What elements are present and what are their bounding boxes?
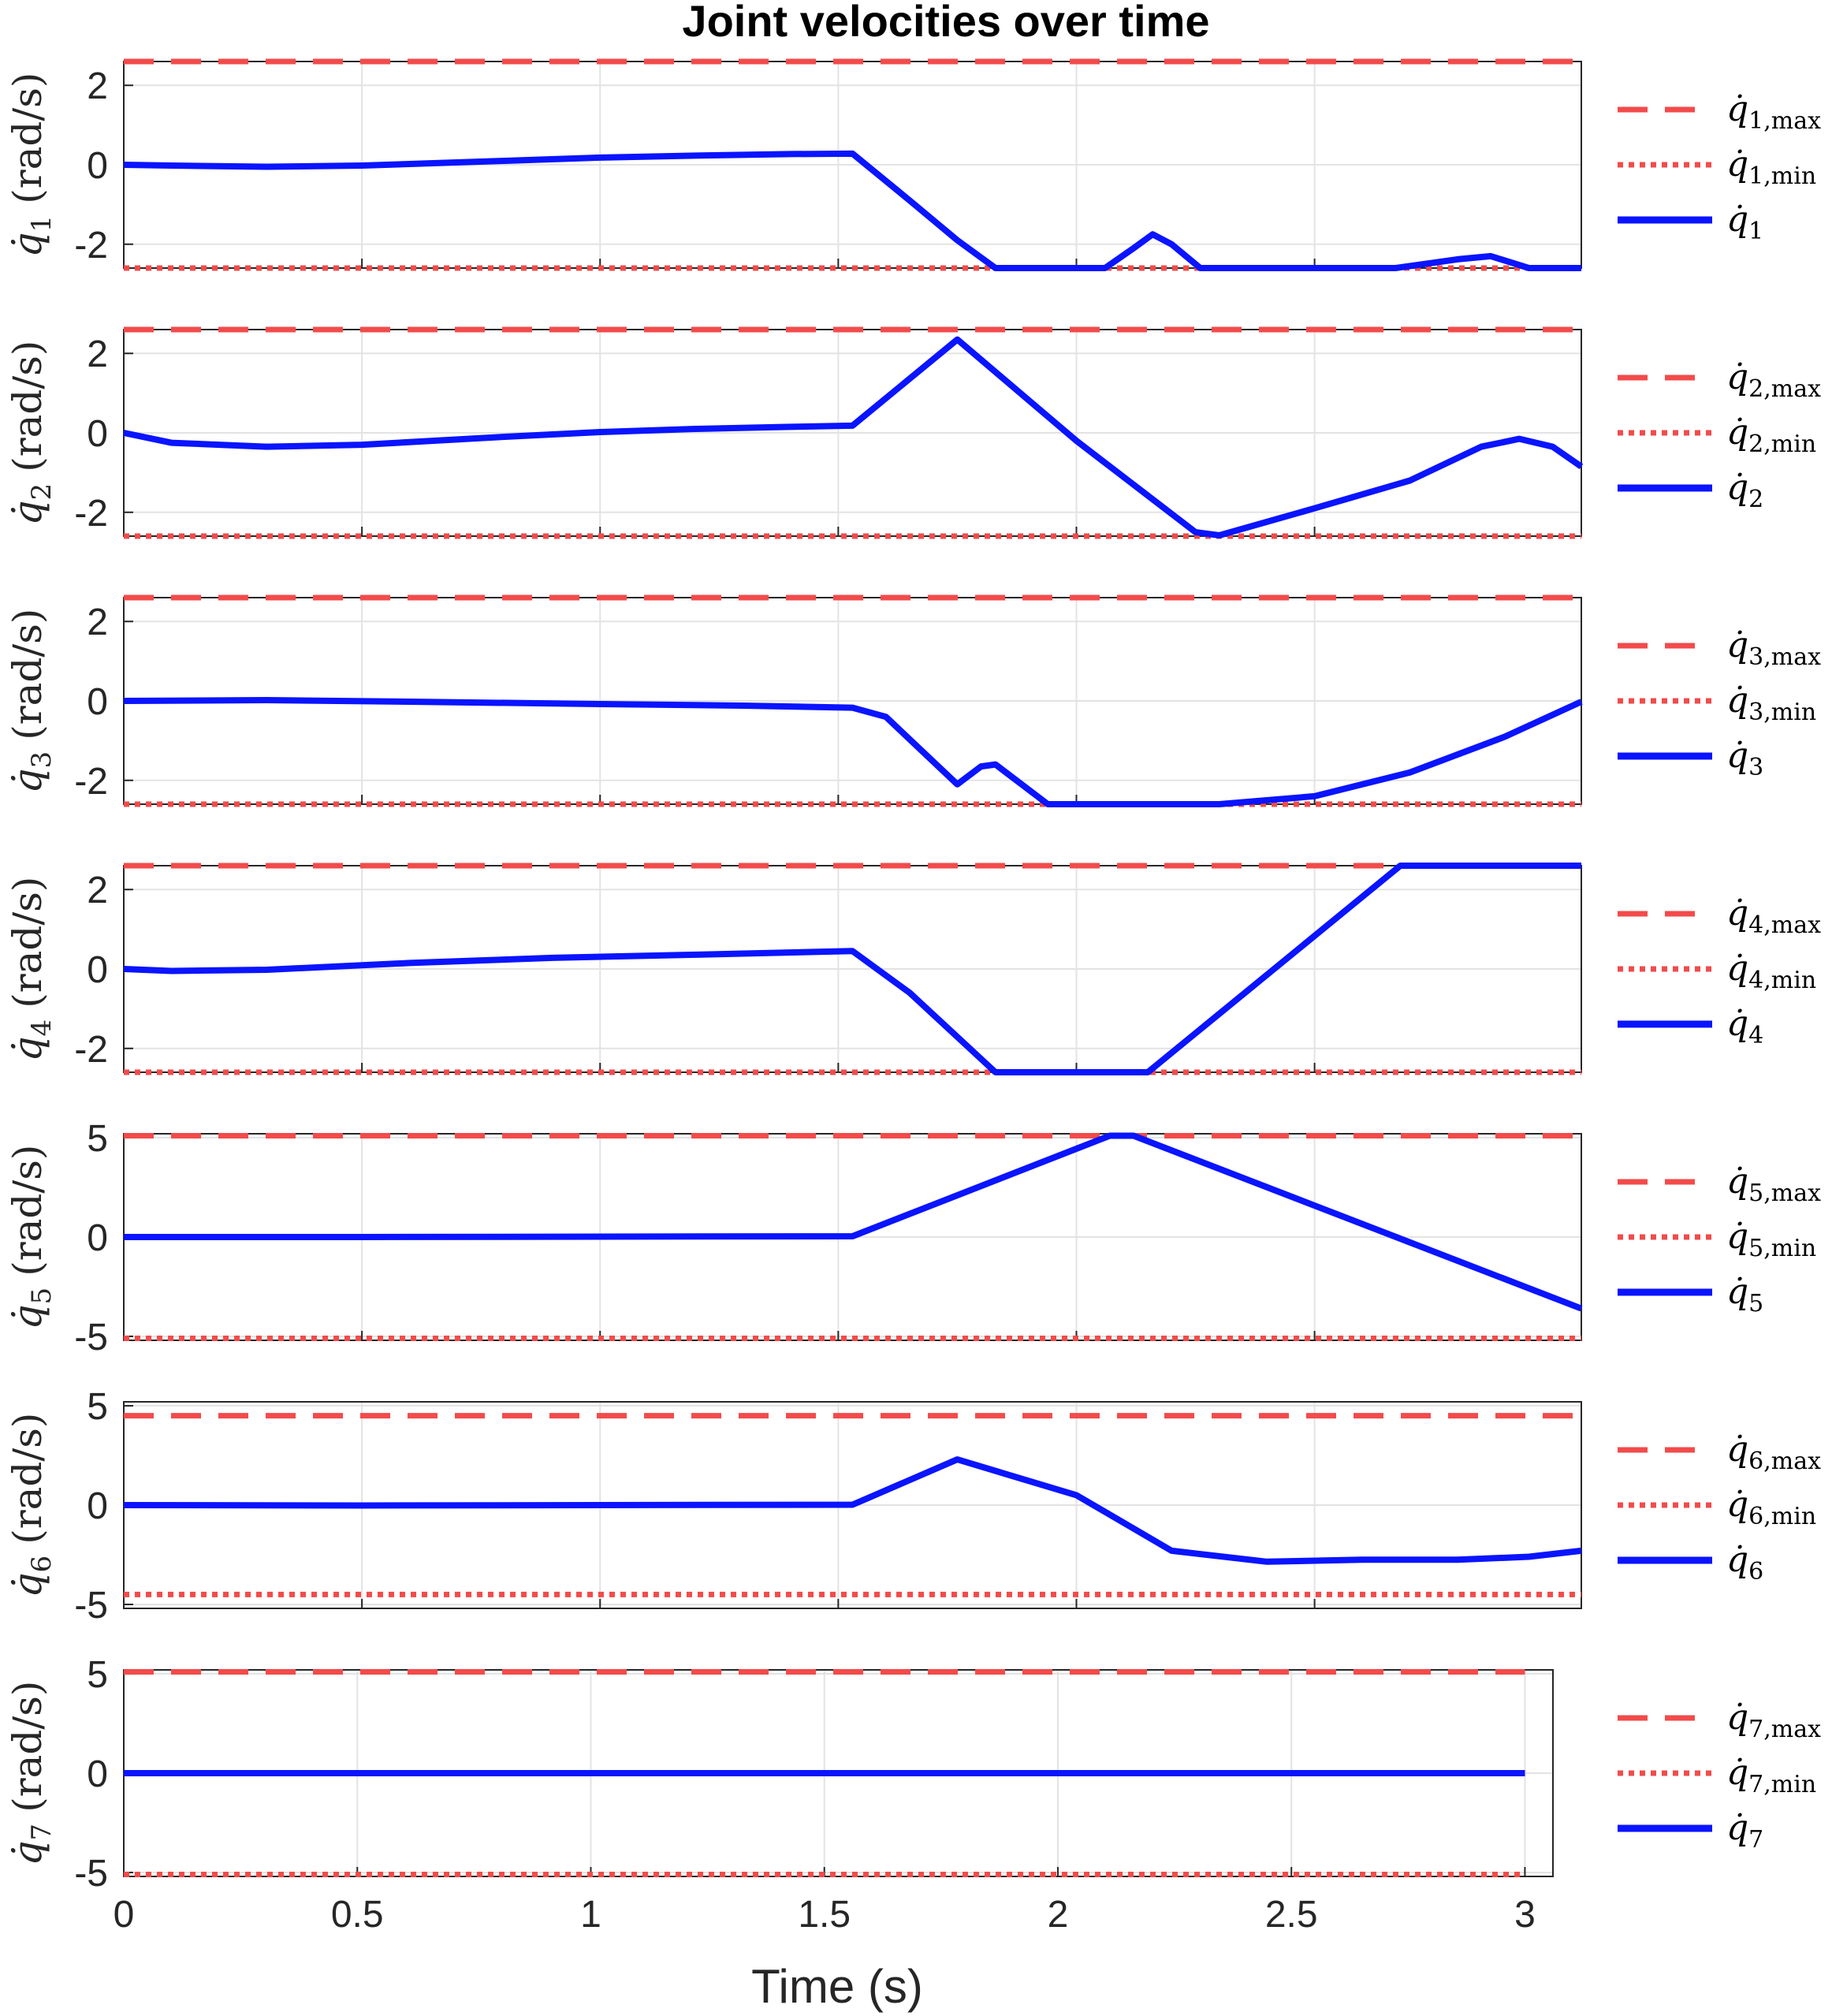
x-tick-label: 0.5 — [331, 1894, 384, 1936]
y-tick-label: 5 — [87, 1118, 108, 1160]
y-tick-label: 0 — [87, 413, 108, 455]
y-tick-label: -2 — [74, 225, 108, 266]
panel-1: 2 0 -2 q̇1(rad/s) q̇1,max q̇1,min q̇1 — [5, 58, 1821, 271]
x-tick-label: 2 — [1048, 1894, 1069, 1936]
legend: q̇4,max q̇4,min q̇4 — [1618, 893, 1821, 1049]
series-line-6 — [123, 1456, 1582, 1565]
legend-label: q̇1,min — [1726, 144, 1816, 190]
y-axis-label: q̇2(rad/s) — [5, 341, 58, 526]
legend-label: q̇4,max — [1726, 893, 1821, 939]
y-tick-label: 0 — [87, 1485, 108, 1527]
legend-label: q̇3 — [1726, 736, 1763, 781]
legend: q̇1,max q̇1,min q̇1 — [1618, 89, 1821, 245]
y-tick-label: 5 — [87, 1386, 108, 1428]
series-line-3 — [123, 697, 1583, 807]
y-tick-label: 5 — [87, 1654, 108, 1696]
y-axis-label: q̇3(rad/s) — [5, 609, 58, 794]
legend: q̇7,max q̇7,min q̇7 — [1618, 1697, 1821, 1854]
y-axis-label: q̇7(rad/s) — [5, 1681, 58, 1866]
y-tick-label: -2 — [74, 493, 108, 535]
panel-3: 2 0 -2 q̇3(rad/s) q̇3,max q̇3,min q̇3 — [5, 594, 1821, 807]
y-axis-label: q̇4(rad/s) — [5, 877, 58, 1062]
legend-label: q̇5,max — [1726, 1161, 1821, 1207]
y-tick-label: -2 — [74, 761, 108, 803]
y-axis-label: q̇1(rad/s) — [5, 73, 58, 258]
x-tick-label: 1.5 — [798, 1894, 851, 1936]
legend-label: q̇7,min — [1726, 1753, 1816, 1798]
legend-label: q̇2,min — [1726, 412, 1816, 458]
y-axis-label: q̇5(rad/s) — [5, 1145, 58, 1330]
y-tick-label: -5 — [74, 1585, 108, 1627]
legend: q̇5,max q̇5,min q̇5 — [1618, 1161, 1821, 1317]
x-tick-label: 2.5 — [1265, 1894, 1318, 1936]
y-tick-label: 0 — [87, 1217, 108, 1259]
x-tick-label: 1 — [580, 1894, 601, 1936]
y-tick-label: -5 — [74, 1853, 108, 1895]
series-line-2 — [123, 336, 1584, 538]
y-tick-label: 2 — [87, 602, 108, 643]
y-axis-label: q̇6(rad/s) — [5, 1413, 58, 1598]
panel-5: 5 0 -5 q̇5(rad/s) q̇5,max q̇5,min q̇5 — [5, 1118, 1821, 1358]
y-tick-label: 2 — [87, 334, 108, 375]
legend-label: q̇2 — [1726, 468, 1763, 513]
x-tick-labels: 0 0.5 1 1.5 2 2.5 3 — [114, 1894, 1536, 1936]
y-tick-label: 0 — [87, 1753, 108, 1795]
legend-label: q̇6,max — [1726, 1429, 1821, 1475]
panel-7: 5 0 -5 q̇7(rad/s) q̇7,max q̇7,min q̇7 — [5, 1654, 1821, 1895]
chart-title: Joint velocities over time — [682, 0, 1209, 46]
legend: q̇3,max q̇3,min q̇3 — [1618, 625, 1821, 781]
legend-label: q̇1 — [1726, 199, 1763, 245]
y-tick-label: 2 — [87, 870, 108, 911]
legend-label: q̇7 — [1726, 1808, 1763, 1854]
legend-label: q̇5,min — [1726, 1217, 1816, 1262]
y-tick-label: 0 — [87, 681, 108, 723]
y-tick-label: -5 — [74, 1317, 108, 1358]
series-line-4 — [123, 863, 1581, 1075]
legend-label: q̇6,min — [1726, 1485, 1816, 1530]
legend-label: q̇1,max — [1726, 89, 1821, 135]
x-tick-label: 0 — [114, 1894, 135, 1936]
series-line-1 — [123, 150, 1581, 271]
x-axis-label: Time (s) — [751, 1960, 923, 2013]
legend-label: q̇4,min — [1726, 948, 1816, 994]
legend-label: q̇2,max — [1726, 357, 1821, 403]
y-tick-label: 2 — [87, 65, 108, 107]
series-line-5 — [124, 1132, 1583, 1312]
legend: q̇6,max q̇6,min q̇6 — [1618, 1429, 1821, 1586]
y-tick-label: -2 — [74, 1029, 108, 1071]
legend-label: q̇4 — [1726, 1004, 1763, 1049]
legend-label: q̇6 — [1726, 1540, 1763, 1586]
legend-label: q̇3,max — [1726, 625, 1821, 671]
legend-label: q̇7,max — [1726, 1697, 1821, 1743]
x-tick-label: 3 — [1514, 1894, 1536, 1936]
panel-4: 2 0 -2 q̇4(rad/s) q̇4,max q̇4,min q̇4 — [5, 863, 1821, 1075]
panel-6: 5 0 -5 q̇6(rad/s) q̇6,max q̇6,min q̇6 — [5, 1386, 1821, 1627]
legend-label: q̇3,min — [1726, 680, 1816, 726]
panel-2: 2 0 -2 q̇2(rad/s) q̇2,max q̇2,min q̇2 — [5, 326, 1821, 539]
legend: q̇2,max q̇2,min q̇2 — [1618, 357, 1821, 513]
y-tick-label: 0 — [87, 949, 108, 991]
y-tick-label: 0 — [87, 145, 108, 187]
legend-label: q̇5 — [1726, 1272, 1763, 1317]
